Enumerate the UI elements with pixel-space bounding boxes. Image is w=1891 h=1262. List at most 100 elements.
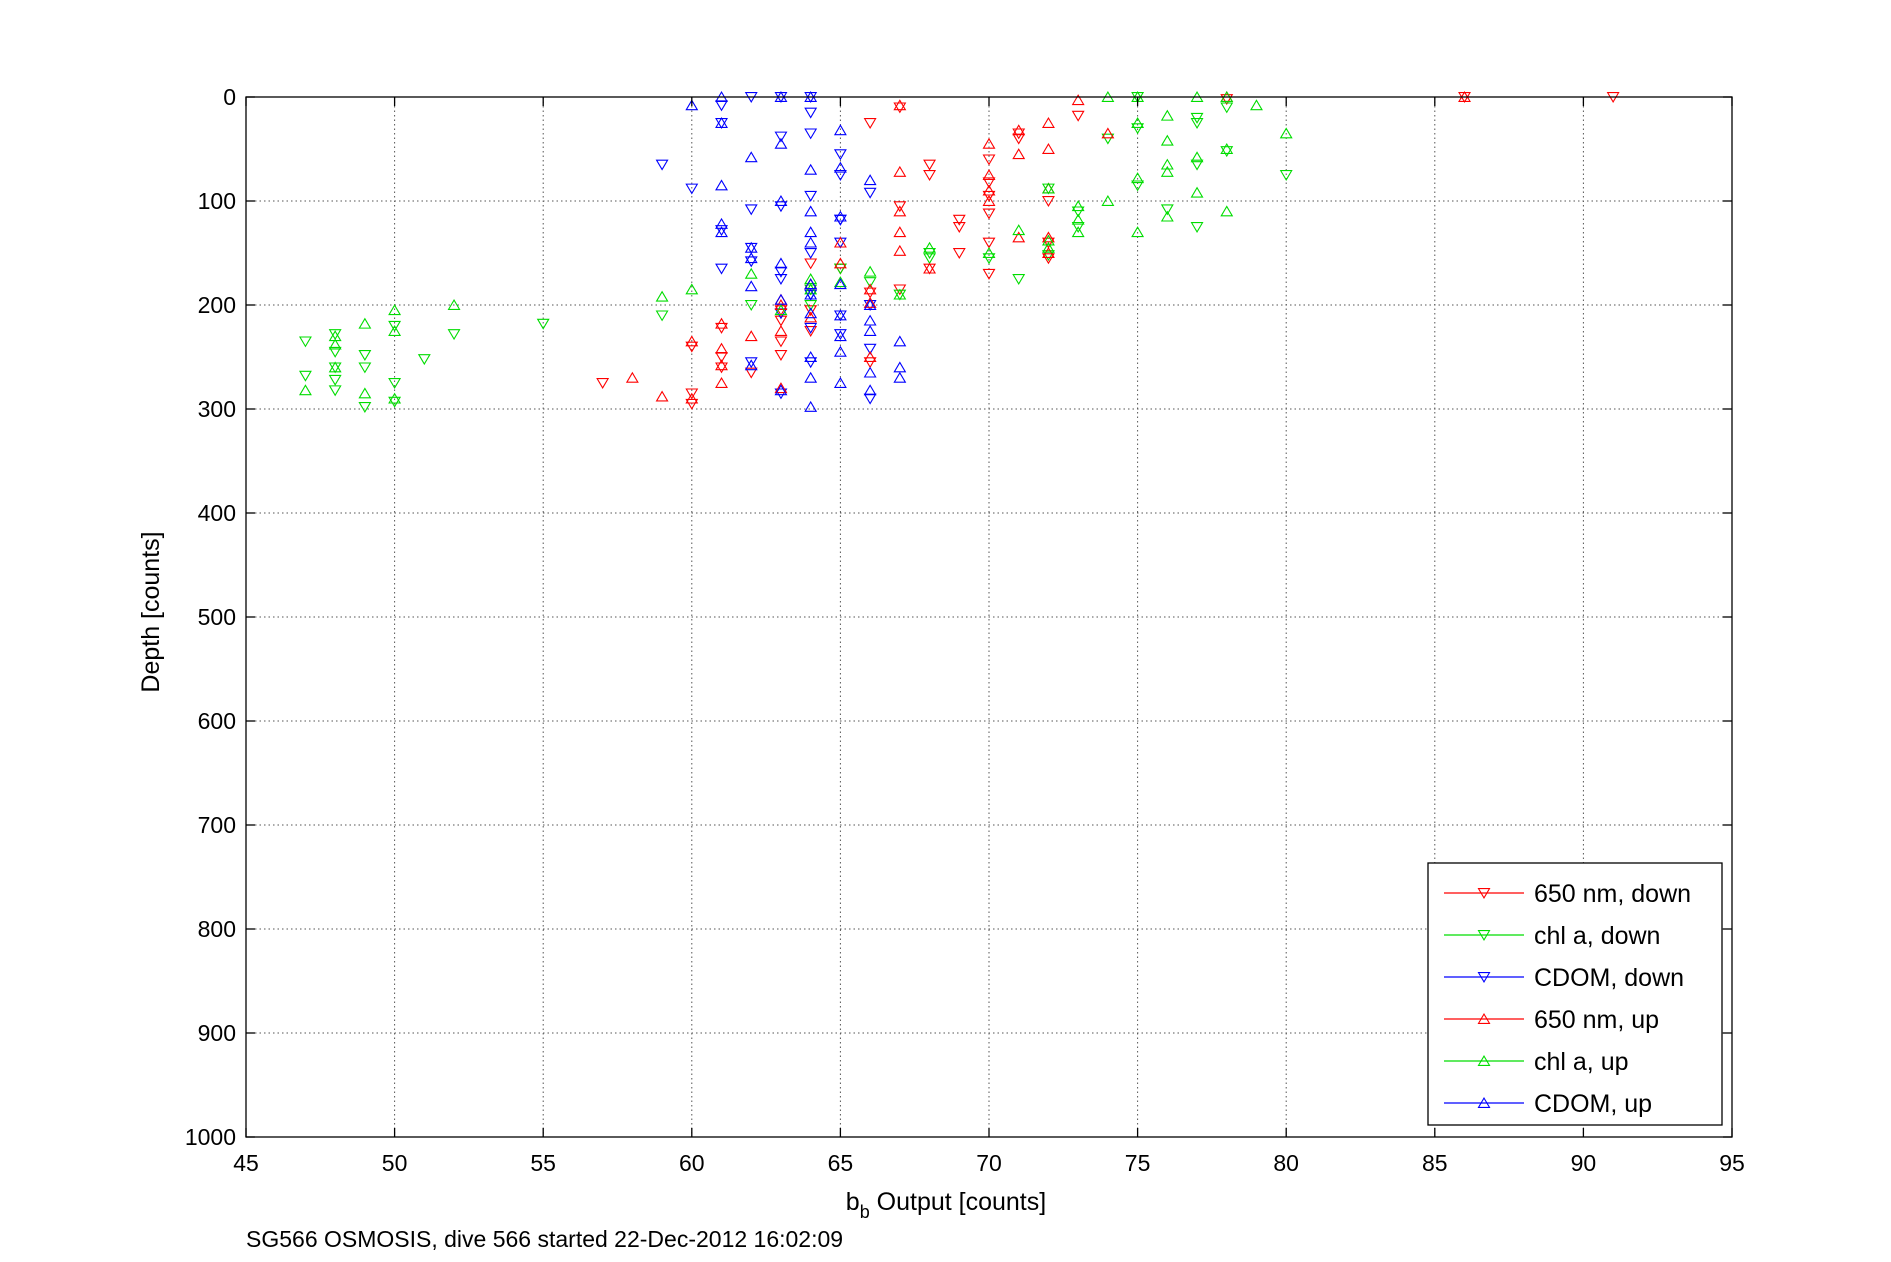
legend-marker	[1477, 930, 1491, 942]
legend-marker	[1477, 1012, 1491, 1024]
data-point	[893, 288, 907, 300]
data-point	[1101, 194, 1115, 206]
data-point	[982, 253, 996, 265]
data-point	[655, 290, 669, 302]
data-point	[923, 241, 937, 253]
data-point	[833, 309, 847, 321]
x-tick-label: 45	[233, 1150, 259, 1176]
data-point	[685, 392, 699, 404]
data-point	[328, 329, 342, 341]
data-point	[1190, 151, 1204, 163]
data-point	[1131, 123, 1145, 135]
data-point	[1279, 127, 1293, 139]
legend-marker	[1477, 1054, 1491, 1066]
data-point	[863, 283, 877, 295]
data-point	[833, 149, 847, 161]
data-point	[1071, 110, 1085, 122]
data-point	[774, 131, 788, 143]
data-point	[774, 257, 788, 269]
data-point	[833, 214, 847, 226]
data-point	[1190, 186, 1204, 198]
data-point	[893, 201, 907, 213]
data-point	[715, 376, 728, 388]
data-point	[744, 330, 758, 342]
legend-entry: CDOM, up	[1444, 1090, 1652, 1118]
x-tick-label: 75	[1125, 1150, 1151, 1176]
data-point	[774, 382, 788, 394]
data-point	[596, 378, 610, 390]
x-axis-label: bb Output [counts]	[846, 1188, 1046, 1222]
data-point	[833, 124, 847, 136]
data-point	[1220, 102, 1234, 114]
data-point	[1160, 204, 1174, 216]
data-point	[655, 310, 669, 322]
data-point	[804, 107, 818, 119]
data-point	[982, 137, 996, 149]
data-point	[655, 159, 669, 171]
data-point	[833, 329, 847, 341]
data-point	[328, 338, 342, 350]
data-point	[685, 183, 699, 195]
data-point	[388, 320, 402, 332]
x-tick-label: 60	[679, 1150, 705, 1176]
data-point	[1250, 99, 1263, 111]
x-tick-label: 55	[530, 1150, 556, 1176]
data-point	[952, 214, 966, 226]
data-point	[388, 324, 402, 336]
x-axis-label-subscript: b	[860, 1202, 870, 1222]
data-point	[804, 205, 818, 217]
data-point	[893, 244, 907, 256]
data-point	[685, 283, 699, 295]
data-point	[804, 190, 818, 202]
y-tick-label: 600	[198, 708, 236, 734]
data-point	[1279, 170, 1293, 182]
data-point	[1012, 231, 1026, 243]
data-point	[744, 256, 758, 268]
x-axis-label-rest: Output [counts]	[870, 1188, 1047, 1216]
legend-entry: CDOM, down	[1444, 964, 1684, 992]
data-point	[804, 307, 818, 319]
data-point	[804, 371, 818, 383]
y-tick-label: 0	[223, 84, 236, 110]
data-point	[982, 246, 996, 258]
data-point	[863, 324, 877, 336]
data-point	[744, 357, 758, 369]
data-point	[833, 161, 847, 173]
series-4	[298, 90, 1293, 404]
data-point	[982, 190, 996, 202]
data-point	[685, 335, 699, 347]
data-point	[388, 396, 402, 408]
data-point	[358, 362, 372, 374]
legend-marker	[1477, 972, 1491, 984]
data-point	[715, 359, 728, 371]
y-tick-label: 100	[198, 188, 236, 214]
legend-marker	[1477, 1096, 1491, 1108]
data-point	[804, 248, 818, 260]
data-point	[1041, 182, 1055, 194]
data-point	[1041, 250, 1055, 262]
x-tick-label: 85	[1422, 1150, 1448, 1176]
data-point	[1041, 116, 1055, 128]
data-point	[744, 252, 758, 264]
data-point	[863, 357, 877, 369]
legend-label: CDOM, up	[1534, 1090, 1652, 1118]
x-tick-label: 70	[976, 1150, 1002, 1176]
y-tick-label: 800	[198, 916, 236, 942]
legend-label: chl a, down	[1534, 922, 1660, 950]
y-axis-label: Depth [counts]	[137, 531, 165, 692]
y-tick-label: 400	[198, 500, 236, 526]
data-point	[536, 318, 550, 330]
data-point	[655, 390, 669, 402]
y-tick-label: 900	[198, 1020, 236, 1046]
data-point	[774, 137, 788, 149]
data-point	[804, 357, 818, 369]
data-point	[1071, 200, 1085, 212]
footer-caption: SG566 OSMOSIS, dive 566 started 22-Dec-2…	[246, 1226, 843, 1252]
data-point	[1012, 148, 1026, 160]
data-point	[328, 361, 342, 373]
data-point	[715, 362, 728, 374]
data-point	[447, 329, 461, 341]
data-point	[1071, 226, 1085, 238]
data-point	[328, 374, 342, 386]
data-point	[1131, 172, 1145, 184]
